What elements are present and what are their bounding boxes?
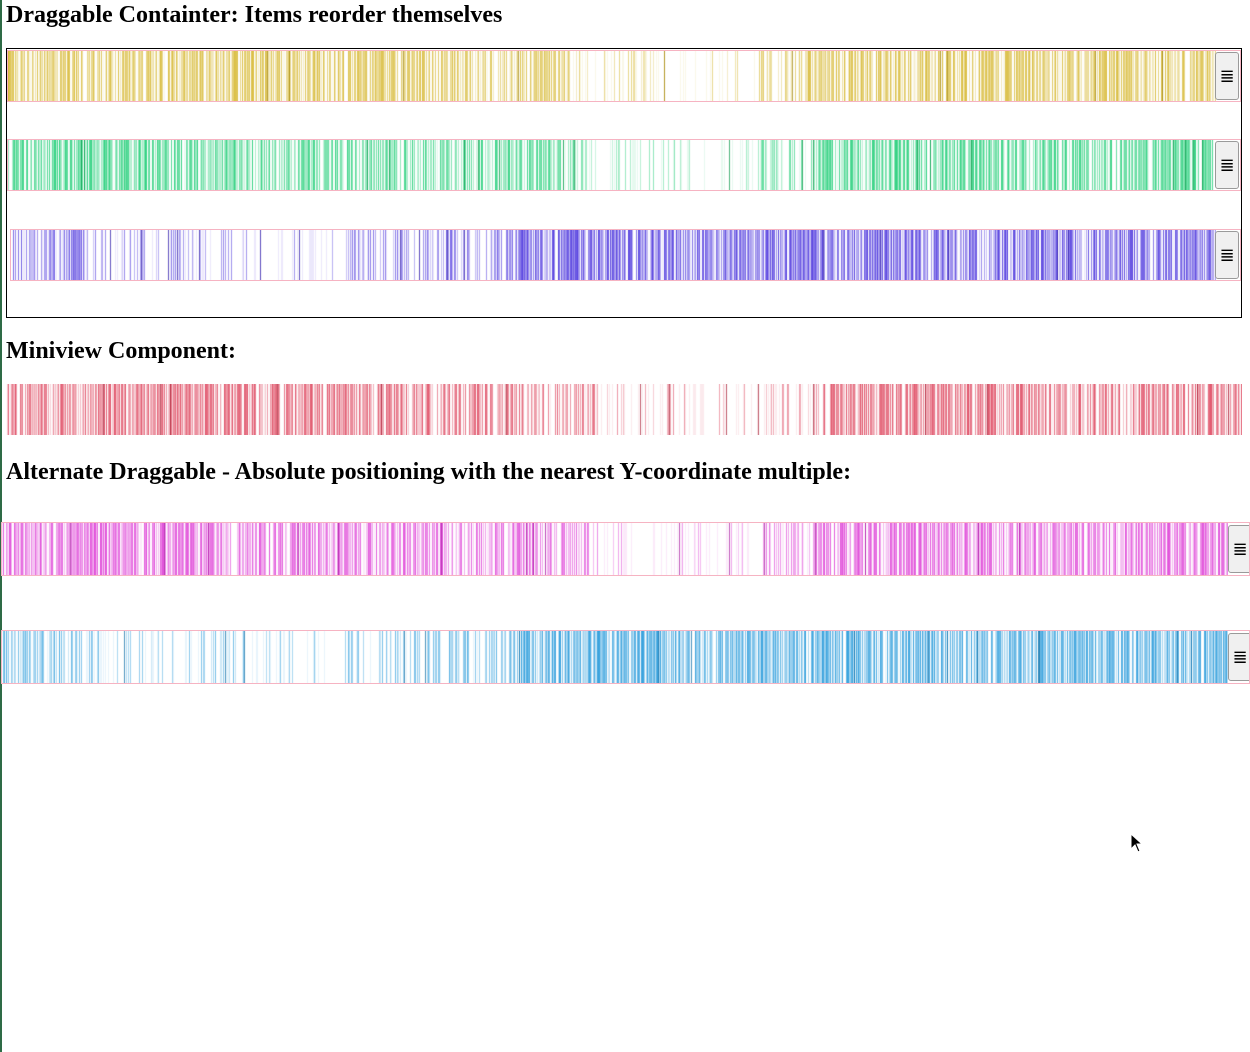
- draggable-item-3[interactable]: ≣: [10, 229, 1241, 281]
- draggable-item-1[interactable]: ≣: [7, 50, 1241, 102]
- miniview-heading: Miniview Component:: [6, 338, 236, 364]
- alternate-draggable-heading: Alternate Draggable - Absolute positioni…: [6, 459, 852, 485]
- drag-handle-icon[interactable]: ≣: [1215, 231, 1239, 279]
- alternate-draggable-item-1[interactable]: ≣: [1, 522, 1250, 576]
- drag-handle-icon[interactable]: ≣: [1215, 141, 1239, 189]
- draggable-container-heading: Draggable Containter: Items reorder them…: [6, 2, 503, 28]
- draggable-container: ≣ ≣ ≣: [6, 48, 1242, 318]
- draggable-item-2[interactable]: ≣: [7, 139, 1241, 191]
- alternate-draggable-item-2[interactable]: ≣: [1, 630, 1250, 684]
- draggable-item-1-waveform: [8, 51, 1216, 101]
- draggable-item-3-waveform: [11, 230, 1216, 280]
- alternate-item-1-waveform: [2, 523, 1228, 575]
- mouse-pointer-icon: [1130, 833, 1144, 853]
- miniview-component[interactable]: [6, 384, 1242, 435]
- drag-handle-icon[interactable]: ≣: [1228, 525, 1249, 573]
- alternate-item-2-waveform: [2, 631, 1228, 683]
- draggable-item-2-waveform: [8, 140, 1216, 190]
- miniview-waveform: [6, 384, 1242, 435]
- drag-handle-icon[interactable]: ≣: [1215, 52, 1239, 100]
- drag-handle-icon[interactable]: ≣: [1228, 633, 1249, 681]
